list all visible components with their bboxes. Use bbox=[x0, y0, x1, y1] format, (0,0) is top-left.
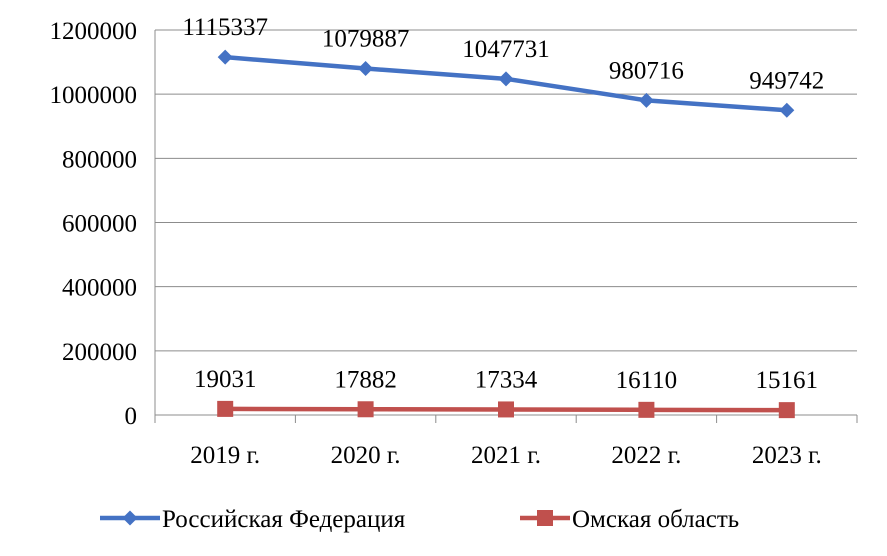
data-label: 16110 bbox=[616, 367, 678, 394]
data-label: 1115337 bbox=[182, 14, 268, 41]
data-point bbox=[498, 71, 514, 87]
data-label: 949742 bbox=[749, 67, 824, 94]
legend-label: Омская область bbox=[572, 506, 739, 533]
x-axis: 2019 г. 2020 г. 2021 г. 2022 г. 2023 г. bbox=[154, 414, 858, 469]
data-point bbox=[638, 92, 654, 108]
data-point bbox=[498, 401, 514, 418]
x-tick-label: 2019 г. bbox=[190, 442, 260, 469]
data-point bbox=[217, 49, 233, 65]
x-tick-label: 2020 г. bbox=[331, 442, 401, 469]
data-point bbox=[357, 401, 374, 418]
y-tick-label: 800000 bbox=[62, 146, 137, 173]
data-label: 19031 bbox=[194, 366, 257, 393]
series-2: 19031 17882 17334 16110 15161 bbox=[194, 366, 819, 419]
y-tick-label: 0 bbox=[125, 403, 138, 430]
gridlines bbox=[155, 29, 857, 416]
x-tick-label: 2022 г. bbox=[611, 442, 681, 469]
x-tick-label: 2021 г. bbox=[471, 442, 541, 469]
legend-item-2: Омская область bbox=[520, 506, 739, 533]
data-label: 980716 bbox=[609, 57, 684, 84]
y-tick-label: 400000 bbox=[62, 275, 137, 302]
series-1: 1115337 1079887 1047731 980716 949742 bbox=[182, 14, 824, 118]
legend-marker bbox=[122, 510, 138, 526]
y-tick-label: 200000 bbox=[62, 339, 137, 366]
data-label: 1079887 bbox=[322, 26, 410, 53]
data-point bbox=[638, 401, 655, 418]
data-point bbox=[779, 102, 795, 118]
y-axis: 0 200000 400000 600000 800000 1000000 1200000 bbox=[50, 18, 156, 430]
series-layer: 1115337 1079887 1047731 980716 949742 19031 17… bbox=[182, 14, 824, 419]
y-tick-label: 1200000 bbox=[50, 18, 138, 45]
data-label: 1047731 bbox=[462, 36, 550, 63]
data-label: 17334 bbox=[475, 366, 538, 393]
x-tick-label: 2023 г. bbox=[752, 442, 822, 469]
y-tick-label: 600000 bbox=[62, 211, 137, 238]
legend-marker bbox=[537, 510, 553, 526]
data-point bbox=[358, 61, 374, 77]
data-point bbox=[217, 400, 234, 417]
data-point bbox=[778, 402, 795, 419]
y-tick-label: 1000000 bbox=[50, 82, 138, 109]
legend-label: Российская Федерация bbox=[162, 506, 406, 533]
legend-item-1: Российская Федерация bbox=[100, 506, 406, 533]
data-label: 15161 bbox=[756, 367, 819, 394]
legend: Российская Федерация Омская область bbox=[100, 506, 739, 533]
data-label: 17882 bbox=[334, 366, 397, 393]
